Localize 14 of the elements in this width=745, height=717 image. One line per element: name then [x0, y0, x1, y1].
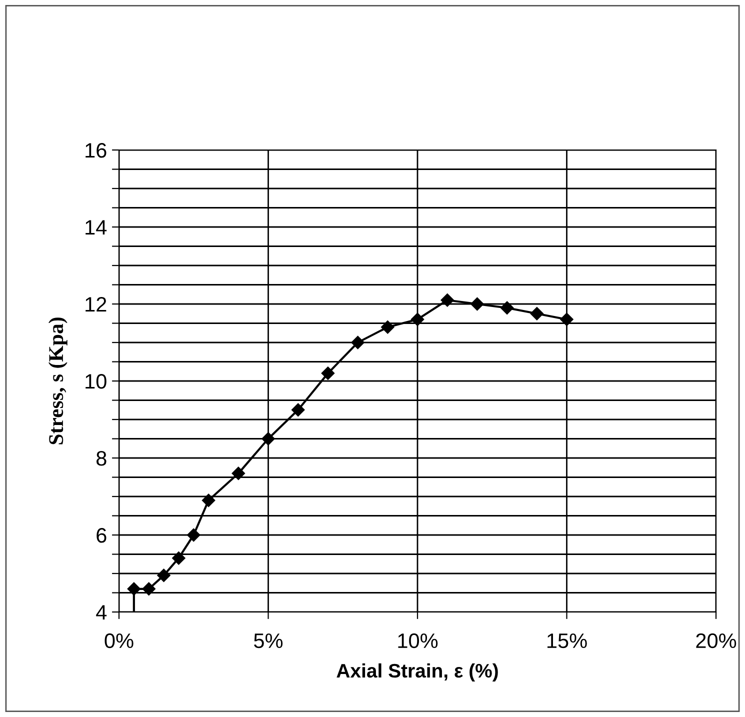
x-tick-label: 20%: [696, 633, 736, 648]
y-tick-label: 12: [86, 297, 106, 312]
x-axis-title: Axial Strain, ε (%): [336, 663, 498, 682]
y-tick-label: 14: [86, 220, 107, 235]
x-tick-label: 5%: [254, 633, 283, 648]
y-tick-label: 4: [96, 605, 107, 620]
y-axis-title: Stress, s (Kpa): [48, 318, 68, 444]
y-tick-label: 16: [86, 143, 106, 158]
y-tick-label: 8: [96, 451, 106, 466]
y-tick-label: 6: [96, 528, 106, 543]
y-tick-label: 10: [86, 374, 106, 389]
x-tick-label: 10%: [398, 633, 438, 648]
x-tick-label: 15%: [547, 633, 587, 648]
x-tick-label: 0%: [104, 633, 134, 648]
